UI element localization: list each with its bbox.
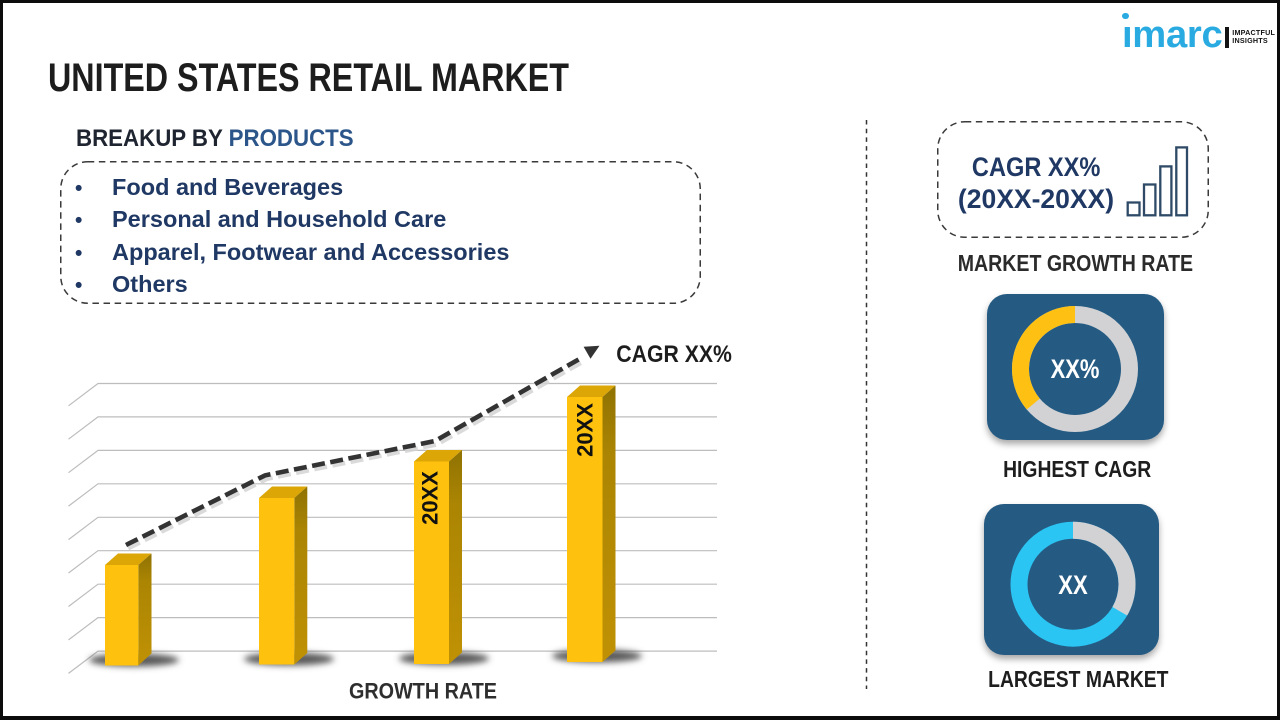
svg-text:CAGR XX%: CAGR XX% [616, 341, 732, 368]
svg-text:20XX: 20XX [418, 471, 443, 525]
svg-text:XX%: XX% [1051, 354, 1100, 384]
svg-text:20XX: 20XX [573, 403, 598, 457]
svg-text:XX: XX [1058, 570, 1087, 600]
svg-text:GROWTH RATE: GROWTH RATE [349, 679, 497, 704]
